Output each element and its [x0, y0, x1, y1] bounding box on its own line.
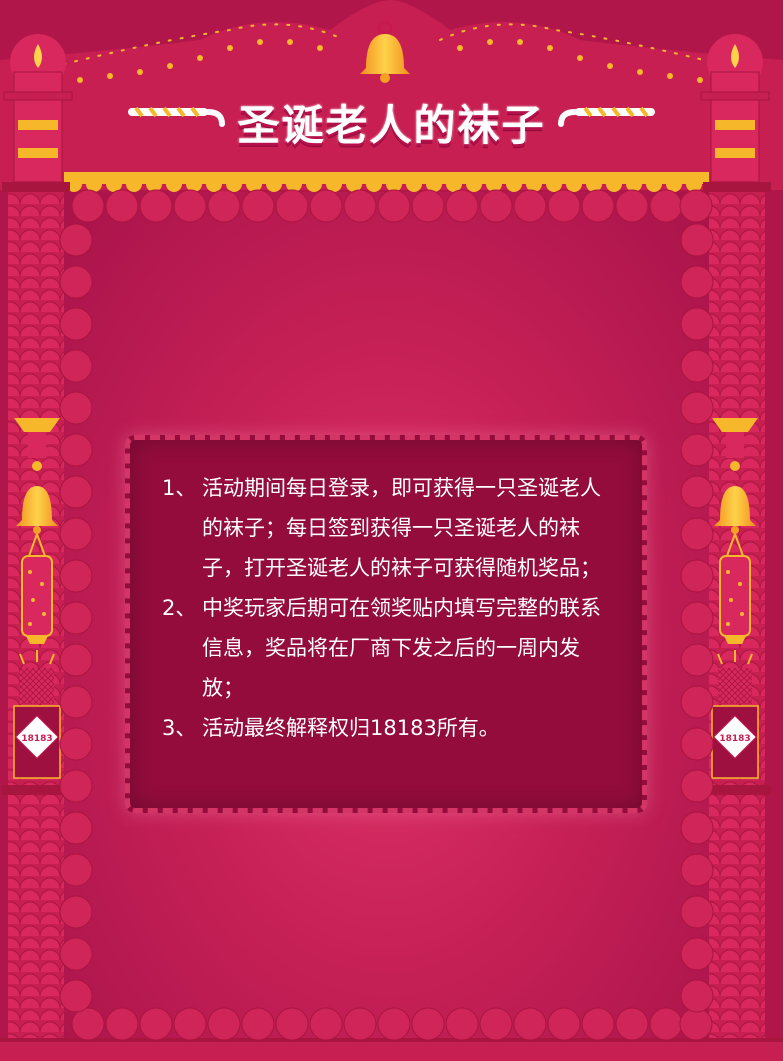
left-ornament-group: 18183 [13, 418, 61, 779]
rule-text: 活动期间每日登录，即可获得一只圣诞老人的袜子；每日签到获得一只圣诞老人的袜子，打… [202, 476, 601, 580]
rules-list: 1、 活动期间每日登录，即可获得一只圣诞老人的袜子；每日签到获得一只圣诞老人的袜… [162, 468, 612, 748]
rule-item-3: 3、 活动最终解释权归18183所有。 [162, 708, 612, 748]
rules-panel: 1、 活动期间每日登录，即可获得一只圣诞老人的袜子；每日签到获得一只圣诞老人的袜… [125, 435, 647, 813]
header-arch [0, 0, 783, 190]
right-ornament-group: 18183 [711, 418, 759, 779]
left-candle-icon [3, 34, 73, 183]
candy-cane-right-icon [558, 106, 655, 127]
page-title: 圣诞老人的袜子 [237, 101, 546, 150]
top-bell-icon [360, 20, 410, 83]
rule-number: 3、 [162, 716, 197, 740]
left-bell-icon [16, 486, 58, 526]
rule-number: 2、 [162, 596, 197, 620]
rule-number: 1、 [162, 476, 197, 500]
rule-text: 活动最终解释权归18183所有。 [202, 716, 500, 740]
right-stamp-text: 18183 [719, 734, 750, 744]
rule-text: 中奖玩家后期可在领奖贴内填写完整的联系信息，奖品将在厂商下发之后的一周内发放； [202, 596, 601, 700]
right-candle-icon [700, 34, 770, 183]
rule-item-2: 2、 中奖玩家后期可在领奖贴内填写完整的联系信息，奖品将在厂商下发之后的一周内发… [162, 588, 612, 708]
gold-trim [66, 176, 702, 192]
right-bell-icon [714, 486, 756, 526]
left-stamp-text: 18183 [21, 734, 52, 744]
rule-item-1: 1、 活动期间每日登录，即可获得一只圣诞老人的袜子；每日签到获得一只圣诞老人的袜… [162, 468, 612, 588]
candy-cane-left-icon [128, 106, 225, 127]
